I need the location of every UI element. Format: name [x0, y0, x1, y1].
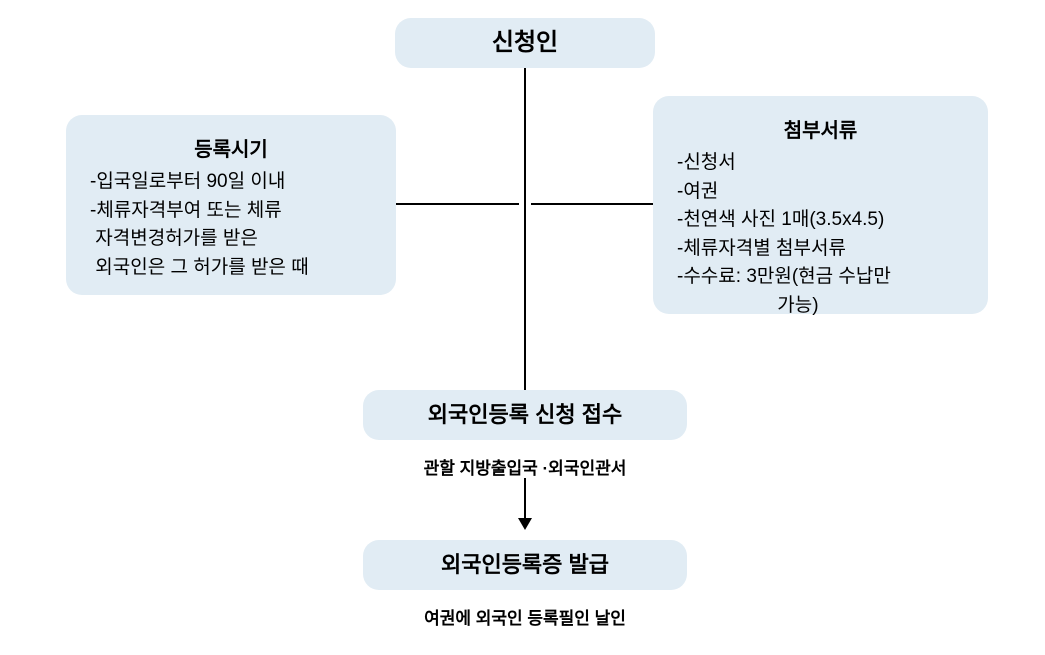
node-timing-line: -입국일로부터 90일 이내: [90, 168, 372, 197]
node-docs-title: 첨부서류: [677, 114, 964, 143]
node-issuance: 외국인등록증 발급: [363, 540, 687, 590]
flowchart-canvas: 신청인 등록시기 -입국일로부터 90일 이내 -체류자격부여 또는 체류 자격…: [0, 0, 1045, 655]
node-timing-title: 등록시기: [90, 133, 372, 162]
node-receipt: 외국인등록 신청 접수: [363, 390, 687, 440]
node-timing-line: 자격변경허가를 받은: [90, 225, 372, 254]
node-applicant: 신청인: [395, 18, 655, 68]
node-timing-line: 외국인은 그 허가를 받은 때: [90, 254, 372, 283]
node-applicant-label: 신청인: [419, 30, 631, 56]
edge-applicant-receipt: [524, 68, 526, 390]
node-docs-line: -체류자격별 첨부서류: [677, 235, 964, 264]
node-timing: 등록시기 -입국일로부터 90일 이내 -체류자격부여 또는 체류 자격변경허가…: [66, 115, 396, 295]
node-docs-line: -신청서: [677, 149, 964, 178]
node-docs-line: -수수료: 3만원(현금 수납만: [677, 263, 964, 292]
caption-office: 관할 지방출입국 ·외국인관서: [363, 454, 687, 479]
caption-stamp: 여권에 외국인 등록필인 날인: [363, 604, 687, 629]
node-docs-line: -여권: [677, 178, 964, 207]
node-docs-line: 가능): [677, 292, 964, 321]
node-timing-line: -체류자격부여 또는 체류: [90, 197, 372, 226]
node-docs-line: -천연색 사진 1매(3.5x4.5): [677, 206, 964, 235]
edge-docs-center: [531, 203, 653, 205]
node-receipt-label: 외국인등록 신청 접수: [387, 402, 663, 428]
node-docs: 첨부서류 -신청서 -여권 -천연색 사진 1매(3.5x4.5) -체류자격별…: [653, 96, 988, 314]
node-issuance-label: 외국인등록증 발급: [387, 552, 663, 578]
edge-timing-center: [396, 203, 519, 205]
arrowhead-issuance: [518, 518, 532, 530]
edge-receipt-issuance: [524, 478, 526, 518]
